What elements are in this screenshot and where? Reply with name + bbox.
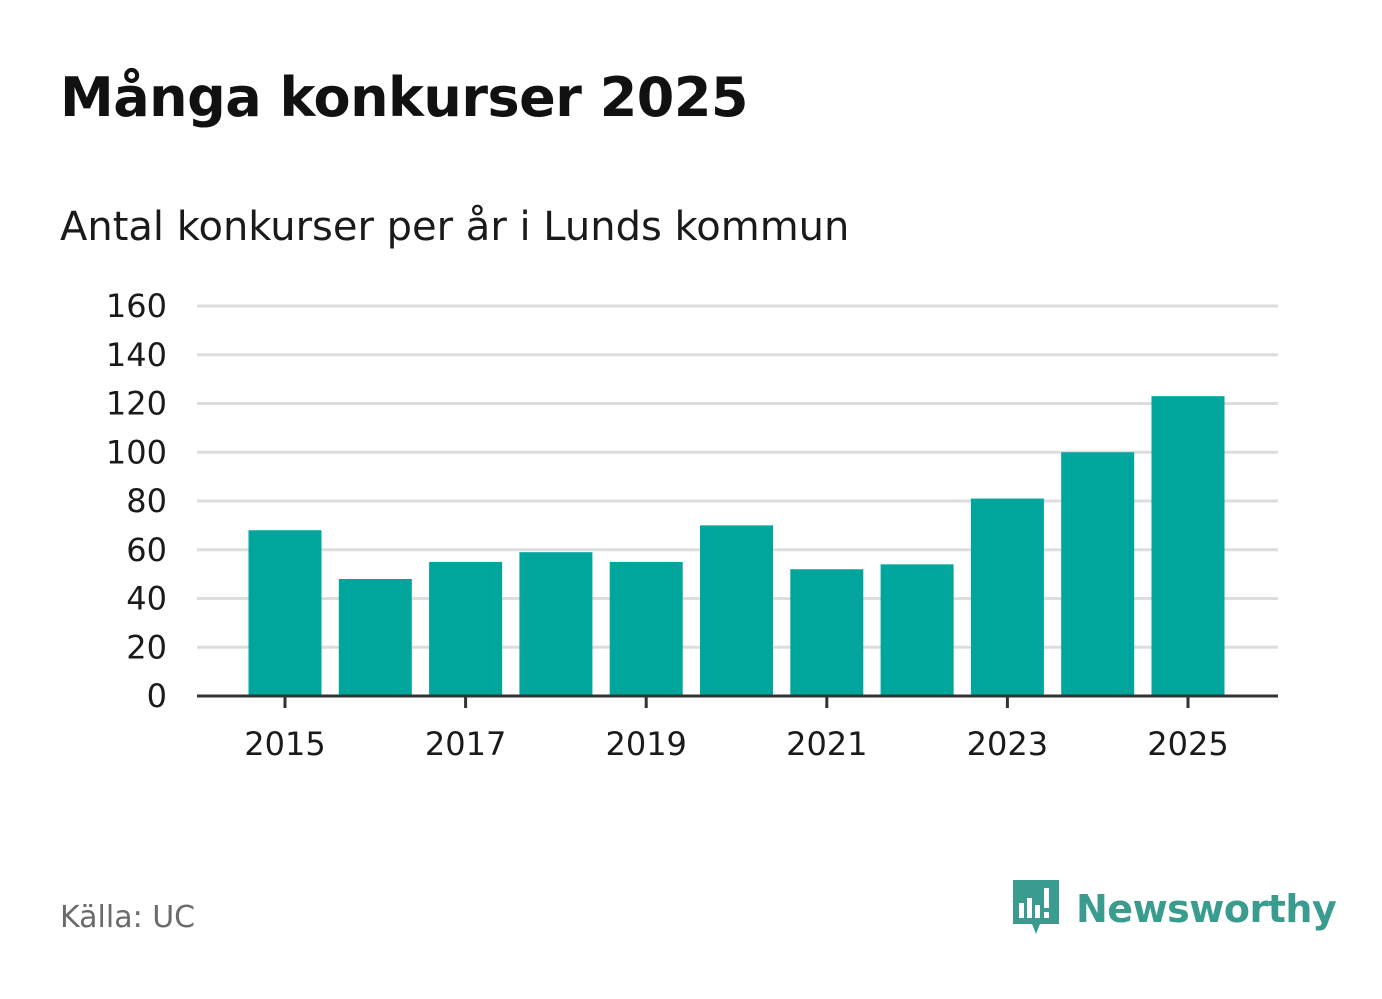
x-tick-label-2017: 2017: [425, 725, 506, 763]
bar-2018: [519, 552, 593, 696]
bar-2021: [790, 569, 864, 696]
y-tick-label-20: 20: [126, 628, 167, 666]
bar-2025: [1151, 396, 1225, 696]
bar-2020: [700, 525, 773, 696]
x-tick-label-2015: 2015: [244, 725, 325, 763]
y-tick-label-160: 160: [106, 287, 167, 325]
chart-subtitle: Antal konkurser per år i Lunds kommun: [60, 204, 850, 250]
brand-name: Newsworthy: [1076, 887, 1337, 931]
y-axis-tick-labels: 0 20 40 60 80 100 120 140 160: [106, 287, 167, 715]
y-tick-label-60: 60: [126, 531, 167, 569]
x-tick-label-2019: 2019: [605, 725, 686, 763]
bar-2022: [880, 564, 954, 696]
bar-2024: [1061, 452, 1135, 696]
newsworthy-logo[interactable]: Newsworthy: [1010, 876, 1337, 942]
y-tick-label-40: 40: [126, 580, 167, 618]
x-tick-label-2023: 2023: [967, 725, 1048, 763]
y-tick-label-80: 80: [126, 482, 167, 520]
bar-2016: [338, 579, 412, 696]
x-tick-label-2021: 2021: [786, 725, 867, 763]
x-axis: [197, 694, 1278, 708]
bar-2019: [609, 561, 683, 696]
y-tick-label-140: 140: [106, 336, 167, 374]
bar-2017: [429, 561, 503, 696]
x-axis-tick-labels: 2015 2017 2019 2021 2023 2025: [244, 725, 1228, 763]
x-tick-label-2025: 2025: [1147, 725, 1228, 763]
y-tick-label-120: 120: [106, 385, 167, 423]
source-note: Källa: UC: [60, 900, 196, 935]
bar-2015: [248, 530, 322, 696]
y-tick-label-0: 0: [147, 677, 167, 715]
bar-2023: [970, 498, 1044, 696]
chart-title: Många konkurser 2025: [60, 66, 749, 129]
y-tick-label-100: 100: [106, 433, 167, 471]
newsworthy-chart-bubble-icon: [1010, 876, 1062, 942]
bars: [248, 396, 1225, 696]
